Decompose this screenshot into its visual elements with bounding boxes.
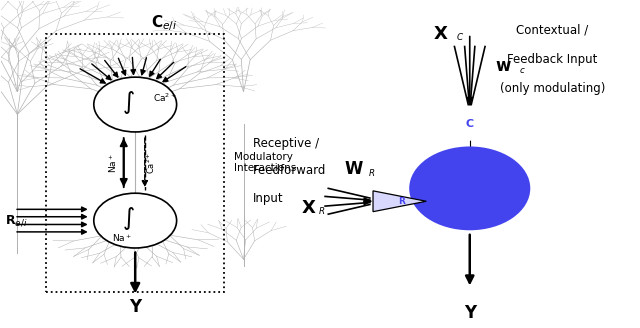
Ellipse shape	[94, 77, 177, 132]
Text: R: R	[398, 197, 405, 206]
Text: Feedback Input: Feedback Input	[508, 53, 598, 66]
Ellipse shape	[409, 147, 531, 230]
Text: $_R$: $_R$	[318, 204, 326, 217]
Polygon shape	[373, 191, 426, 212]
Text: $\int$: $\int$	[122, 90, 135, 116]
Ellipse shape	[94, 193, 177, 248]
Text: Na$^+$: Na$^+$	[113, 233, 132, 244]
Text: Ca$^{2+}$: Ca$^{2+}$	[153, 91, 177, 104]
Text: (only modulating): (only modulating)	[500, 82, 605, 95]
Text: $_R$: $_R$	[369, 166, 376, 179]
Text: Input: Input	[253, 192, 284, 205]
Text: C: C	[466, 119, 474, 129]
Circle shape	[438, 108, 502, 140]
Text: $\mathbf{w}$: $\mathbf{w}$	[495, 57, 512, 75]
Text: $\mathbf{X}$: $\mathbf{X}$	[301, 199, 317, 217]
Text: Receptive /: Receptive /	[253, 137, 319, 150]
Text: Feedforward: Feedforward	[253, 164, 326, 177]
Text: $\mathbf{X}$: $\mathbf{X}$	[433, 25, 449, 43]
Text: Na$^+$: Na$^+$	[107, 153, 119, 173]
Text: C$_{e/i}$: C$_{e/i}$	[150, 13, 177, 33]
Text: Y: Y	[129, 298, 141, 316]
Text: $\int$: $\int$	[122, 206, 135, 233]
Text: Ca$^{2+}$: Ca$^{2+}$	[145, 152, 157, 174]
Text: Y: Y	[464, 304, 476, 322]
Text: $_c$: $_c$	[520, 63, 526, 75]
Text: $_C$: $_C$	[456, 31, 464, 43]
Text: Contextual /: Contextual /	[516, 24, 589, 37]
Text: R$_{e/i}$: R$_{e/i}$	[4, 213, 27, 228]
Text: $\mathbf{W}$: $\mathbf{W}$	[344, 160, 364, 178]
Text: Modulatory
Interactions: Modulatory Interactions	[234, 152, 296, 174]
